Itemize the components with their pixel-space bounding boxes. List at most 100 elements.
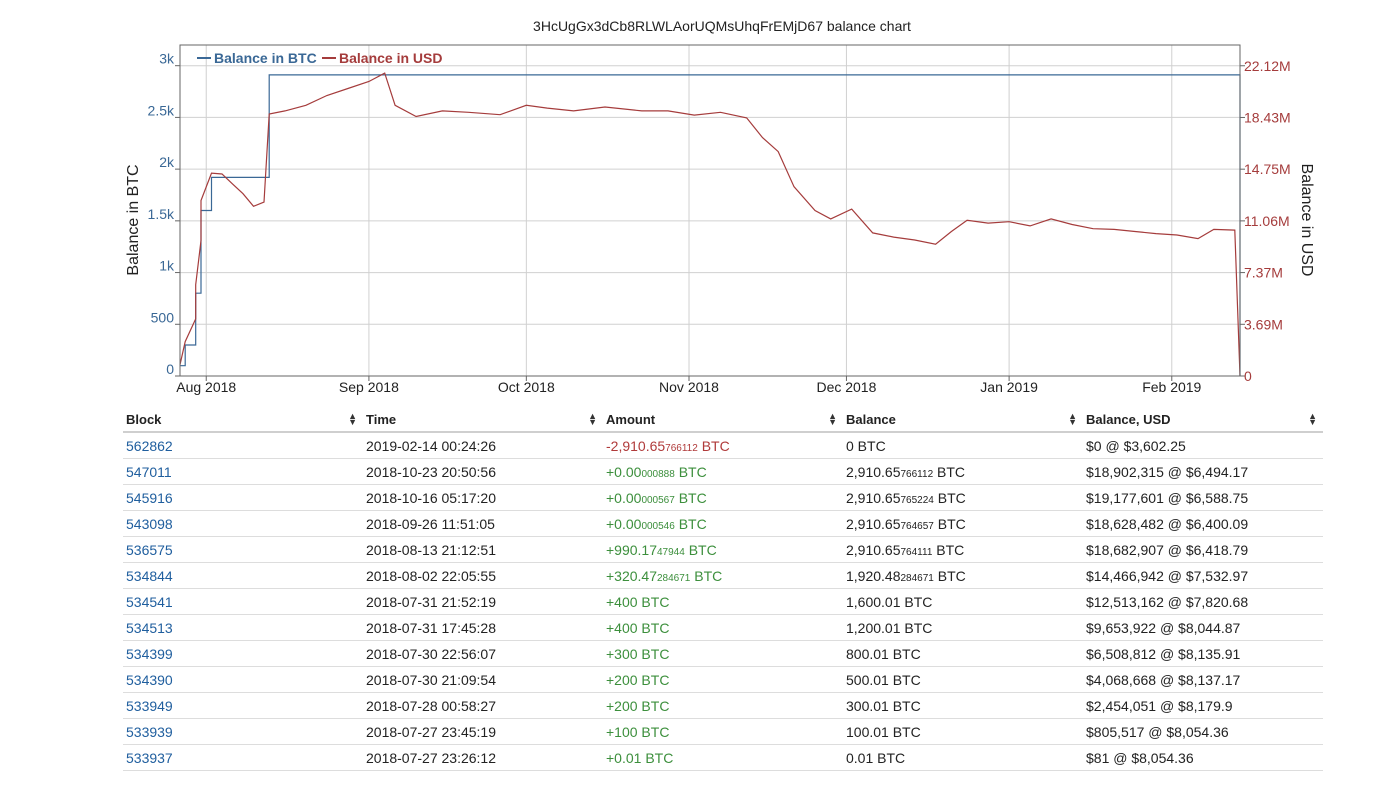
- balance-usd-cell: $18,682,907 @ $6,418.79: [1083, 536, 1323, 563]
- legend[interactable]: Balance in BTC Balance in USD: [197, 50, 442, 66]
- block-link[interactable]: 534390: [126, 671, 173, 688]
- balance-usd-cell: $0 @ $3,602.25: [1083, 432, 1323, 459]
- amount-small-digits: 000567: [641, 494, 675, 506]
- y-tick-label-left: 2.5k: [148, 102, 175, 118]
- block-cell: 547011: [123, 458, 363, 485]
- y-tick-label-left: 3k: [159, 51, 175, 67]
- col-header-time[interactable]: Time ▲ ▼: [363, 407, 603, 433]
- balance-usd-cell: $12,513,162 @ $7,820.68: [1083, 588, 1323, 615]
- balance-main: 1,200.01 BTC: [846, 619, 933, 636]
- time-cell: 2018-08-13 21:12:51: [363, 536, 603, 563]
- balance-main: 500.01 BTC: [846, 671, 921, 688]
- sort-icon[interactable]: ▲ ▼: [1308, 411, 1317, 427]
- block-link[interactable]: 533949: [126, 697, 173, 714]
- balance-unit: BTC: [933, 515, 966, 532]
- sort-icon[interactable]: ▲ ▼: [348, 411, 357, 427]
- chart-grid: [180, 45, 1240, 377]
- balance-usd-cell: $18,628,482 @ $6,400.09: [1083, 510, 1323, 537]
- y-tick-label-right: 22.12M: [1244, 58, 1291, 74]
- y-tick-label-left: 0: [166, 361, 174, 377]
- balance-cell: 800.01 BTC: [843, 640, 1083, 667]
- amount-unit: BTC: [674, 489, 707, 506]
- time-cell: 2018-10-23 20:50:56: [363, 458, 603, 485]
- table-row: 534399 2018-07-30 22:56:07 +300 BTC 800.01 …: [123, 640, 1323, 667]
- block-link[interactable]: 533937: [126, 749, 173, 766]
- x-tick-label: Dec 2018: [816, 379, 876, 395]
- balance-main: 0 BTC: [846, 437, 886, 454]
- balance-cell: 300.01 BTC: [843, 692, 1083, 719]
- block-link[interactable]: 562862: [126, 437, 173, 454]
- table-row: 543098 2018-09-26 11:51:05 +0.00000546 BTC…: [123, 510, 1323, 537]
- amount-small-digits: 000888: [641, 468, 675, 480]
- y-tick-label-right: 3.69M: [1244, 316, 1283, 332]
- block-cell: 543098: [123, 510, 363, 537]
- col-header-balance-usd[interactable]: Balance, USD ▲ ▼: [1083, 407, 1323, 433]
- balance-usd-cell: $6,508,812 @ $8,135.91: [1083, 640, 1323, 667]
- x-tick-label: Feb 2019: [1142, 379, 1201, 395]
- amount-main: +320.47: [606, 567, 657, 584]
- balance-cell: 1,600.01 BTC: [843, 588, 1083, 615]
- amount-small-digits: 47944: [657, 546, 685, 558]
- table-row: 534513 2018-07-31 17:45:28 +400 BTC 1,200.0…: [123, 614, 1323, 641]
- time-cell: 2018-07-30 22:56:07: [363, 640, 603, 667]
- block-link[interactable]: 534513: [126, 619, 173, 636]
- amount-main: +0.00: [606, 463, 642, 480]
- sort-icon[interactable]: ▲ ▼: [828, 411, 837, 427]
- balance-cell: 500.01 BTC: [843, 666, 1083, 693]
- block-link[interactable]: 533939: [126, 723, 173, 740]
- block-cell: 533937: [123, 744, 363, 771]
- block-cell: 562862: [123, 432, 363, 459]
- table-row: 533937 2018-07-27 23:26:12 +0.01 BTC 0.01 B…: [123, 744, 1323, 771]
- table-row: 547011 2018-10-23 20:50:56 +0.00000888 BTC…: [123, 458, 1323, 485]
- amount-small-digits: 766112: [665, 442, 698, 454]
- block-link[interactable]: 547011: [126, 463, 172, 480]
- time-cell: 2018-07-30 21:09:54: [363, 666, 603, 693]
- col-header-balance[interactable]: Balance ▲ ▼: [843, 407, 1083, 433]
- col-header-block[interactable]: Block ▲ ▼: [123, 407, 363, 433]
- block-link[interactable]: 545916: [126, 489, 173, 506]
- block-link[interactable]: 534541: [126, 593, 173, 610]
- amount-cell: +0.00000546 BTC: [603, 510, 843, 537]
- amount-cell: +100 BTC: [603, 718, 843, 745]
- x-tick-label: Nov 2018: [659, 379, 719, 395]
- amount-cell: +990.1747944 BTC: [603, 536, 843, 563]
- col-header-amount[interactable]: Amount ▲ ▼: [603, 407, 843, 433]
- amount-cell: +400 BTC: [603, 614, 843, 641]
- series-line-usd: [179, 72, 1241, 377]
- balance-main: 0.01 BTC: [846, 749, 906, 766]
- balance-cell: 2,910.65764657 BTC: [843, 510, 1083, 537]
- amount-main: +990.17: [606, 541, 657, 558]
- block-link[interactable]: 536575: [126, 541, 173, 558]
- y-tick-label-left: 2k: [159, 154, 175, 170]
- balance-usd-cell: $4,068,668 @ $8,137.17: [1083, 666, 1323, 693]
- amount-cell: +200 BTC: [603, 692, 843, 719]
- y-axis-label-left: Balance in BTC: [125, 164, 142, 275]
- balance-cell: 2,910.65765224 BTC: [843, 484, 1083, 511]
- sort-icon[interactable]: ▲ ▼: [588, 411, 597, 427]
- balance-unit: BTC: [933, 489, 966, 506]
- series-line-btc: [180, 74, 1241, 376]
- amount-unit: BTC: [684, 541, 717, 558]
- y-tick-label-left: 1k: [159, 258, 175, 274]
- block-link[interactable]: 534399: [126, 645, 173, 662]
- time-cell: 2018-07-27 23:45:19: [363, 718, 603, 745]
- block-link[interactable]: 543098: [126, 515, 173, 532]
- y-tick-label-right: 18.43M: [1244, 109, 1291, 125]
- balance-usd-cell: $18,902,315 @ $6,494.17: [1083, 458, 1323, 485]
- sort-icon[interactable]: ▲ ▼: [1068, 411, 1077, 427]
- amount-cell: +400 BTC: [603, 588, 843, 615]
- amount-main: +400 BTC: [606, 593, 670, 610]
- balance-chart: 3HcUgGx3dCb8RLWLAorUQMsUhqFrEMjD67 balan…: [125, 18, 1315, 395]
- balance-main: 2,910.65: [846, 541, 901, 558]
- balance-small-digits: 765224: [900, 494, 934, 506]
- y-tick-label-right: 11.06M: [1244, 213, 1290, 229]
- time-cell: 2018-07-28 00:58:27: [363, 692, 603, 719]
- block-link[interactable]: 534844: [126, 567, 173, 584]
- amount-main: +0.00: [606, 489, 642, 506]
- amount-main: +400 BTC: [606, 619, 670, 636]
- time-cell: 2019-02-14 00:24:26: [363, 432, 603, 459]
- legend-btc-label[interactable]: Balance in BTC: [214, 50, 317, 66]
- legend-usd-label[interactable]: Balance in USD: [339, 50, 442, 66]
- amount-main: +200 BTC: [606, 697, 670, 714]
- col-header-label: Time: [366, 411, 397, 427]
